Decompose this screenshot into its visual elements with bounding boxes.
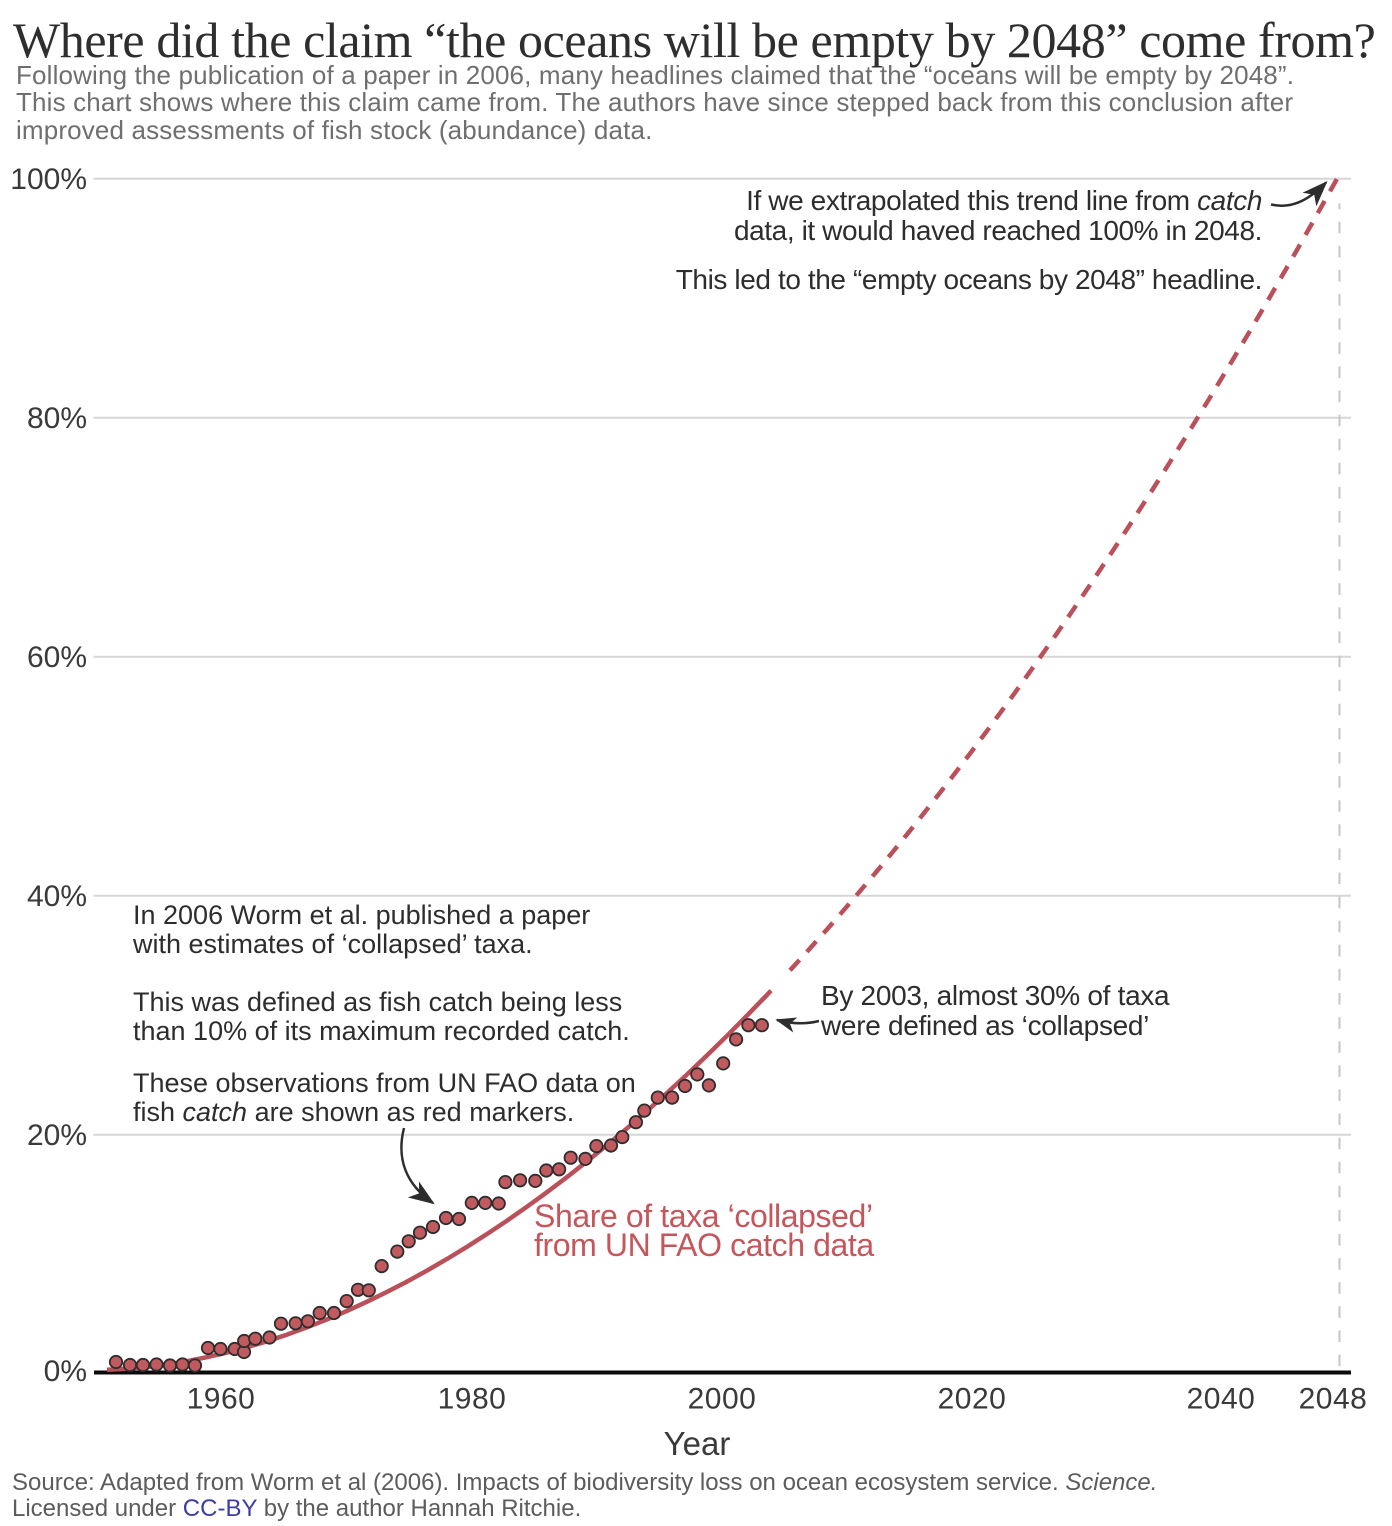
- svg-text:2048: 2048: [1299, 1383, 1368, 1416]
- svg-text:40%: 40%: [27, 880, 87, 913]
- svg-text:60%: 60%: [27, 641, 87, 674]
- svg-text:20%: 20%: [27, 1119, 87, 1152]
- svg-text:Year: Year: [664, 1425, 731, 1462]
- svg-text:2020: 2020: [938, 1383, 1007, 1416]
- svg-text:0%: 0%: [44, 1355, 87, 1388]
- svg-text:80%: 80%: [27, 402, 87, 435]
- svg-text:1980: 1980: [438, 1383, 507, 1416]
- svg-text:2000: 2000: [688, 1383, 757, 1416]
- svg-text:100%: 100%: [10, 163, 87, 196]
- svg-text:1960: 1960: [187, 1383, 256, 1416]
- svg-text:2040: 2040: [1187, 1383, 1256, 1416]
